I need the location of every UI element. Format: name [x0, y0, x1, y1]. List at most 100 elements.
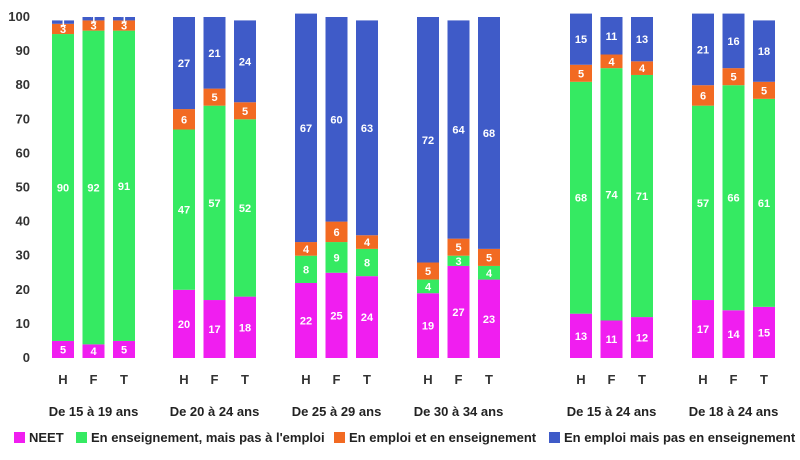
bar-segment [234, 102, 256, 120]
x-sub-label: T [241, 372, 249, 387]
data-label: 8 [303, 264, 309, 276]
bar-segment [753, 81, 775, 99]
data-label: 5 [455, 242, 461, 254]
bar-segment [234, 296, 256, 358]
data-label: 14 [727, 329, 740, 341]
x-group-label: De 30 à 34 ans [414, 404, 504, 419]
bar-segment [600, 17, 623, 55]
bar-segment [203, 17, 226, 89]
data-label: 23 [483, 314, 495, 326]
stacked-bar: 23 4 5 68 [478, 17, 500, 358]
x-sub-label: F [211, 372, 219, 387]
stacked-bar: 14 66 5 16 [722, 13, 745, 358]
bar-segment [52, 340, 74, 358]
data-label: 6 [181, 114, 187, 126]
data-label: 90 [57, 183, 69, 195]
data-label: 71 [636, 191, 648, 203]
data-label: 5 [578, 68, 584, 80]
legend-swatch [334, 432, 345, 443]
data-label: 5 [425, 266, 431, 278]
bar-segment [295, 255, 317, 283]
stacked-bar: 15 61 5 18 [753, 20, 775, 358]
data-label: 25 [330, 310, 342, 322]
data-label: 57 [208, 198, 220, 210]
bar-segment [478, 17, 500, 249]
bar-group: 20 47 6 27 17 57 5 21 18 52 5 24 [173, 17, 256, 358]
stacked-bar: 12 71 4 13 [631, 17, 653, 358]
bar-segment [82, 344, 105, 358]
y-tick-label: 90 [16, 43, 30, 58]
data-label: 15 [758, 327, 770, 339]
x-sub-label: T [638, 372, 646, 387]
data-label: 91 [118, 181, 130, 193]
data-label: 16 [727, 36, 739, 48]
stacked-bar: 25 9 6 60 [325, 17, 348, 358]
bar-segment [631, 317, 653, 358]
data-label: 27 [178, 58, 190, 70]
data-label: 52 [239, 203, 251, 215]
bar-segment [600, 320, 623, 358]
data-label: 13 [575, 331, 587, 343]
data-label: 12 [636, 333, 648, 345]
bar-segment [722, 310, 745, 358]
bar-segment [753, 306, 775, 358]
stacked-bar: 27 3 5 64 [447, 20, 470, 358]
x-sub-label: H [179, 372, 188, 387]
x-sub-label: T [760, 372, 768, 387]
data-label: 21 [697, 44, 709, 56]
y-tick-label: 100 [8, 9, 30, 24]
y-tick-label: 40 [16, 214, 30, 229]
x-sub-label: F [608, 372, 616, 387]
y-tick-label: 70 [16, 111, 30, 126]
stacked-bar: 4 92 31 [82, 14, 105, 358]
bar-segment [692, 13, 714, 86]
bar-segment [325, 17, 348, 222]
data-label: 18 [758, 46, 770, 58]
data-label: 20 [178, 319, 190, 331]
x-axis: H F T De 15 à 19 ans H F T De 20 à 24 ans H F T De … [49, 372, 779, 419]
legend-label: En emploi mais pas en enseignement [564, 430, 796, 445]
data-label: 24 [239, 56, 252, 68]
x-sub-label: F [333, 372, 341, 387]
bar-segment [173, 17, 195, 110]
bar-segment [356, 248, 378, 277]
data-label: 3 [90, 21, 96, 33]
bar-segment [417, 293, 439, 358]
data-label: 63 [361, 123, 373, 135]
data-label: 6 [333, 227, 339, 239]
data-label: 47 [178, 205, 190, 217]
bar-segment [478, 265, 500, 280]
bar-group: 19 4 5 72 27 3 5 64 23 4 5 68 [417, 17, 500, 358]
data-label: 3 [455, 256, 461, 268]
x-group-label: De 20 à 24 ans [170, 404, 260, 419]
bar-segment [113, 30, 135, 341]
bar-segment [173, 129, 195, 290]
data-label: 68 [483, 128, 495, 140]
legend-swatch [14, 432, 25, 443]
bar-segment [692, 85, 714, 106]
data-label: 18 [239, 322, 251, 334]
data-label: 92 [87, 183, 99, 195]
bar-segment [722, 85, 745, 311]
stacked-bar: 20 47 6 27 [173, 17, 195, 358]
stacked-bar: 17 57 6 21 [692, 13, 714, 358]
bar-segment [113, 17, 135, 21]
legend-swatch [549, 432, 560, 443]
bar-segment [113, 340, 135, 358]
bar-segment [325, 221, 348, 243]
data-label: 60 [330, 114, 342, 126]
data-label: 61 [758, 198, 770, 210]
data-label: 68 [575, 193, 587, 205]
x-sub-label: H [423, 372, 432, 387]
stacked-bar: 17 57 5 21 [203, 17, 226, 358]
bar-segment [478, 279, 500, 358]
x-group-label: De 25 à 29 ans [292, 404, 382, 419]
data-label: 17 [208, 324, 220, 336]
bar-segment [447, 20, 470, 239]
data-label: 24 [361, 312, 374, 324]
bar-segment [692, 105, 714, 301]
y-tick-label: 10 [16, 316, 30, 331]
